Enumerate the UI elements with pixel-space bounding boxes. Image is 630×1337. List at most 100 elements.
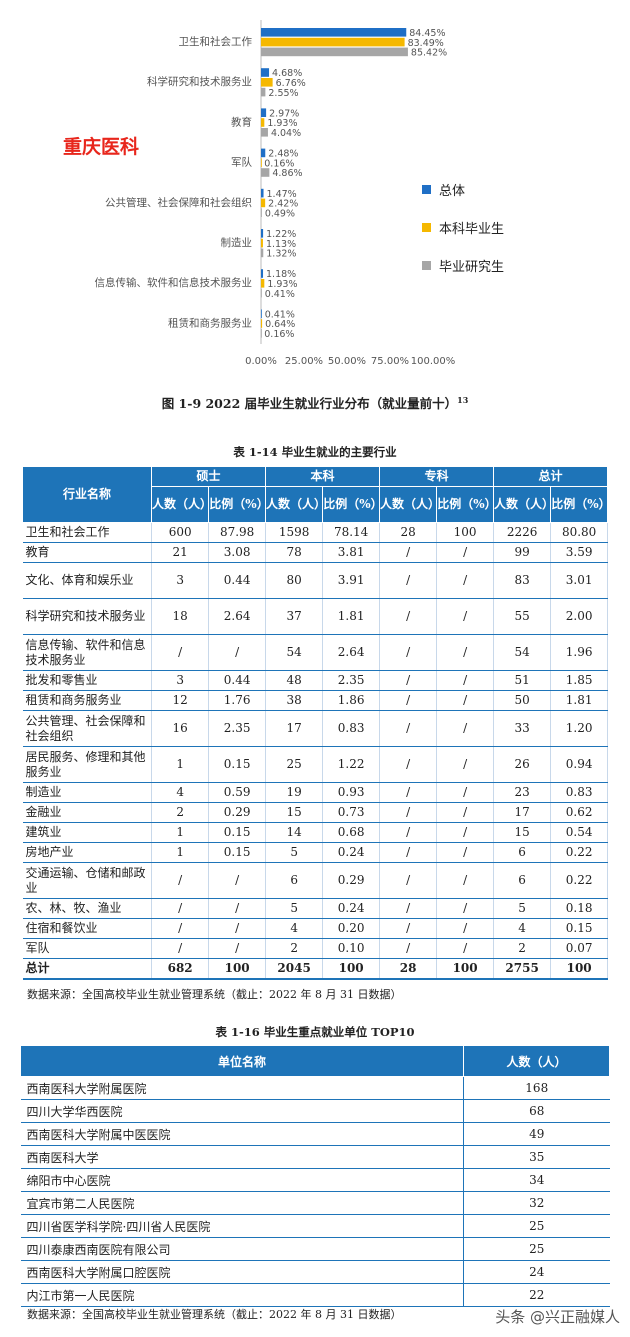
value-cell: 12 [151, 690, 210, 711]
group-total: 总计 [492, 466, 609, 487]
value-cell: / [436, 842, 494, 863]
value-cell: 5 [493, 898, 552, 919]
industry-name-cell: 交通运输、仓储和邮政业 [22, 862, 152, 899]
table-total-row: 总计 682 100 2045 100 28 100 2755 100 [22, 958, 608, 980]
value-cell: / [436, 782, 494, 803]
value-cell: / [379, 598, 438, 635]
value-cell: 83 [493, 562, 552, 599]
value-cell: / [379, 802, 438, 823]
total-value-cell: 100 [322, 958, 380, 980]
table-row: 农、林、牧、渔业 //5 0.24//5 0.18 [22, 898, 608, 919]
table-row: 西南医科大学附属中医医院 49 [20, 1122, 610, 1146]
value-cell: 2 [151, 802, 210, 823]
category-label: 租赁和商务服务业 [168, 316, 252, 329]
data-label: 1.22% [266, 229, 296, 240]
value-cell: 0.94 [550, 746, 608, 783]
bar-2-5 [261, 248, 264, 258]
legend-swatch-overall [422, 184, 431, 194]
value-cell: / [379, 562, 438, 599]
value-cell: / [436, 802, 494, 823]
total-value-cell: 28 [379, 958, 438, 980]
value-cell: 54 [493, 634, 552, 671]
value-cell: 5 [265, 842, 324, 863]
total-value-cell: 100 [208, 958, 266, 980]
value-cell: / [436, 918, 494, 939]
industry-name-cell: 租赁和商务服务业 [22, 690, 152, 711]
value-cell: 2.35 [322, 670, 380, 691]
industry-name-cell: 房地产业 [22, 842, 152, 863]
employer-name-cell: 四川大学华西医院 [20, 1099, 464, 1123]
value-cell: 54 [265, 634, 324, 671]
col-employee-count: 人数（人） [463, 1045, 610, 1077]
table-row: 科学研究和技术服务业 18 2.64 37 1.81//55 2.00 [22, 598, 608, 635]
value-cell: / [436, 542, 494, 563]
value-cell: 3.08 [208, 542, 266, 563]
value-cell: 4 [265, 918, 324, 939]
chart-legend: 总体 本科毕业生 毕业研究生 [422, 170, 504, 284]
value-cell: / [436, 938, 494, 959]
value-cell: 33 [493, 710, 552, 747]
value-cell: 0.73 [322, 802, 380, 823]
data-label: 4.68% [272, 68, 302, 79]
value-cell: 37 [265, 598, 324, 635]
value-cell: 0.29 [208, 802, 266, 823]
employer-name-cell: 绵阳市中心医院 [20, 1168, 464, 1192]
bar-1-7 [261, 319, 263, 328]
value-cell: 3 [151, 562, 210, 599]
value-cell: 99 [493, 542, 552, 563]
value-cell: / [379, 898, 438, 919]
bar-0-6 [261, 269, 264, 278]
value-cell: / [436, 862, 494, 899]
category-label: 教育 [231, 115, 252, 128]
employee-count-cell: 24 [463, 1260, 610, 1284]
bar-0-0 [261, 28, 407, 37]
value-cell: 17 [265, 710, 324, 747]
table-row: 绵阳市中心医院 34 [20, 1168, 610, 1192]
table-row: 四川省医学科学院·四川省人民医院 25 [20, 1214, 610, 1238]
table1-caption: 表 1-14 毕业生就业的主要行业 [233, 445, 397, 459]
figure-caption: 图 1-9 2022 届毕业生就业行业分布（就业量前十）13 [0, 393, 630, 412]
table-row: 内江市第一人民医院 22 [20, 1283, 610, 1307]
table-row: 批发和零售业 3 0.44 48 2.35//51 1.85 [22, 670, 608, 691]
group-master: 硕士 [151, 466, 266, 487]
table-row: 西南医科大学附属医院 168 [20, 1076, 610, 1100]
bar-2-7 [261, 329, 262, 338]
total-value-cell: 100 [550, 958, 608, 980]
value-cell: 78 [265, 542, 324, 563]
col-industry-name: 行业名称 [22, 466, 152, 523]
employee-count-cell: 25 [463, 1214, 610, 1238]
x-tick-label: 0.00% [245, 356, 277, 367]
value-cell: 50 [493, 690, 552, 711]
value-cell: 4 [493, 918, 552, 939]
table2-source: 数据来源：全国高校毕业生就业管理系统（截止：2022 年 8 月 31 日数据） [27, 1308, 402, 1321]
table1-source: 数据来源：全国高校毕业生就业管理系统（截止：2022 年 8 月 31 日数据） [27, 988, 402, 1001]
legend-swatch-undergrad [422, 222, 431, 232]
value-cell: 2.64 [322, 634, 380, 671]
bar-2-3 [261, 168, 270, 177]
employee-count-cell: 68 [463, 1099, 610, 1123]
value-cell: / [436, 634, 494, 671]
bar-1-0 [261, 37, 405, 47]
value-cell: 15 [493, 822, 552, 843]
value-cell: / [436, 710, 494, 747]
value-cell: / [379, 918, 438, 939]
industry-name-cell: 教育 [22, 542, 152, 563]
industry-name-cell: 卫生和社会工作 [22, 522, 152, 543]
data-label: 1.93% [267, 118, 297, 129]
industry-name-cell: 批发和零售业 [22, 670, 152, 691]
category-label: 制造业 [221, 236, 253, 249]
x-tick-label: 100.00% [411, 356, 456, 367]
value-cell: 0.44 [208, 562, 266, 599]
industry-table: 行业名称 硕士 本科 专科 总计 人数（人） 比例（%） 人数（人） 比例（%） 人数（… [22, 466, 611, 980]
value-cell: / [379, 634, 438, 671]
value-cell: 0.62 [550, 802, 608, 823]
table-row: 西南医科大学 35 [20, 1145, 610, 1169]
value-cell: 1.20 [550, 710, 608, 747]
x-tick-label: 75.00% [371, 356, 409, 367]
value-cell: / [436, 822, 494, 843]
table-row: 交通运输、仓储和邮政业 //6 0.29//6 0.22 [22, 862, 608, 899]
value-cell: 2226 [493, 522, 552, 543]
category-label: 卫生和社会工作 [179, 35, 253, 48]
bar-1-3 [261, 158, 262, 167]
employer-name-cell: 内江市第一人民医院 [20, 1283, 464, 1307]
